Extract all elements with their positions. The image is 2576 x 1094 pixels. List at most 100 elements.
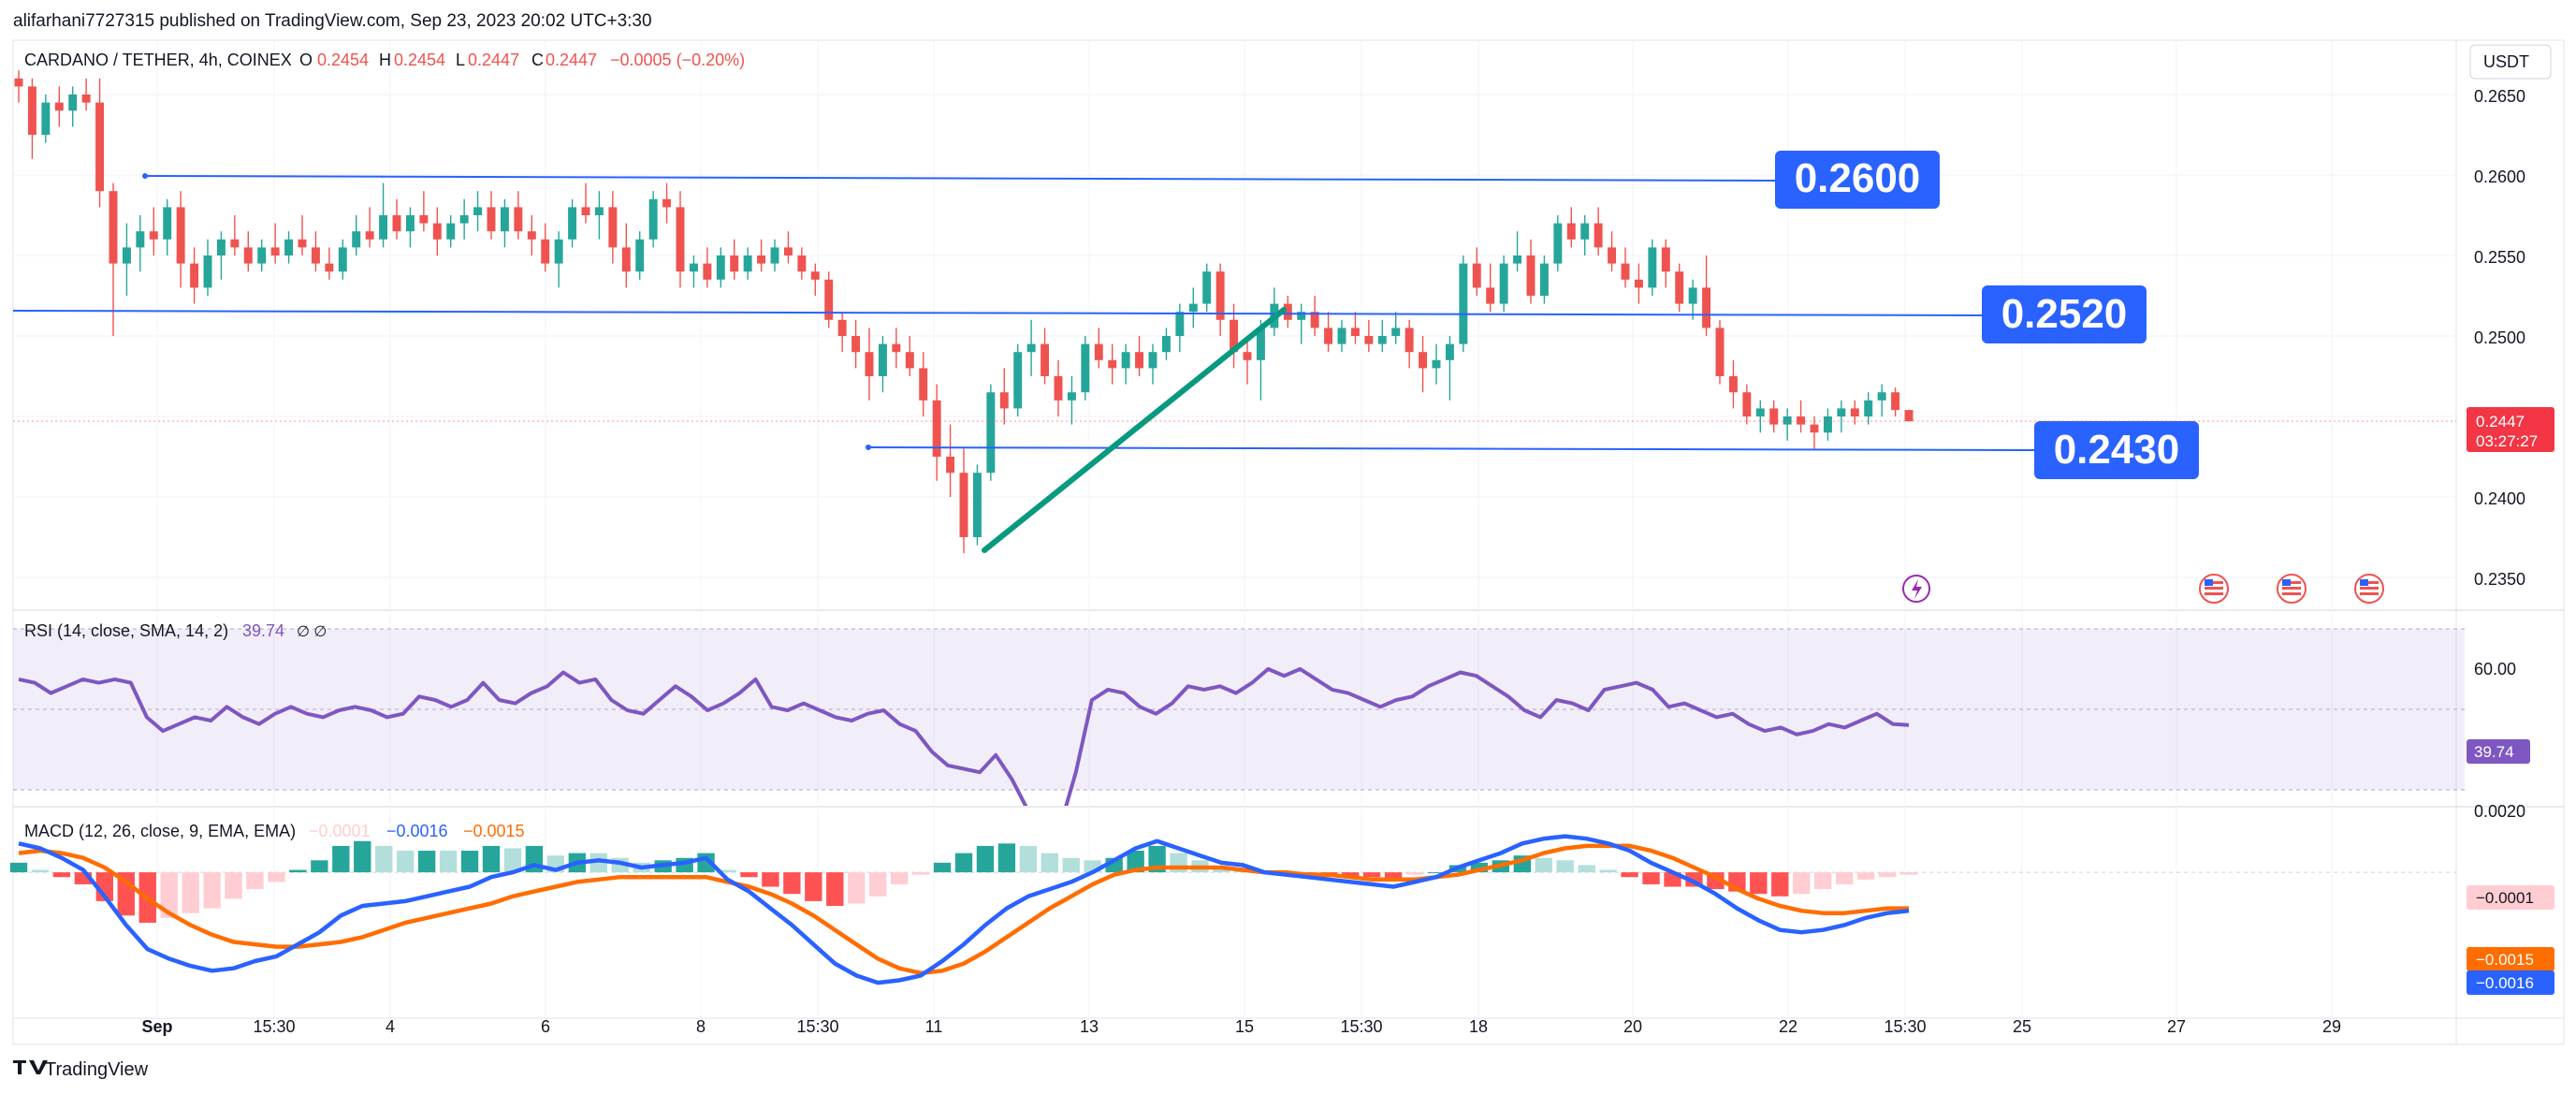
rsi-axis-tick: 60.00 <box>2474 660 2516 678</box>
macd-hist-bar <box>933 862 952 873</box>
level-line-0.2430[interactable] <box>867 446 2035 451</box>
tradingview-logo[interactable]: TradingView <box>13 1059 149 1080</box>
candle-body <box>783 247 793 255</box>
currency-button[interactable] <box>2469 44 2552 80</box>
level-line-0.2520[interactable] <box>12 310 1983 316</box>
price-axis[interactable]: 0.2650 0.2600 0.2550 0.2500 0.2400 0.235… <box>2474 87 2525 589</box>
level-badge-0.2600[interactable]: 0.2600 <box>1775 151 1940 209</box>
time-tick: 15:30 <box>1340 1017 1382 1036</box>
macd-hist-bar <box>31 869 50 873</box>
time-tick: 22 <box>1779 1017 1797 1036</box>
candle-body <box>594 207 604 215</box>
legend-change: −0.0005 (−0.20%) <box>610 51 745 69</box>
candle-body <box>1621 263 1630 280</box>
level-anchor[interactable] <box>142 173 148 179</box>
candle-body <box>1081 343 1090 393</box>
lightning-icon[interactable] <box>1902 575 1930 603</box>
macd-hist-bar <box>848 872 866 904</box>
legend-l-value: 0.2447 <box>468 51 519 69</box>
candle-body <box>1499 263 1508 304</box>
macd-hist-bar <box>268 872 285 882</box>
time-tick: 15:30 <box>253 1017 295 1036</box>
level-line-0.2600[interactable] <box>144 175 1777 182</box>
time-tick: 8 <box>696 1017 706 1036</box>
price-tick: 0.2600 <box>2474 168 2525 186</box>
rsi-band <box>13 629 2465 790</box>
time-tick: 27 <box>2167 1017 2186 1036</box>
candle-body <box>527 231 536 240</box>
macd-hist-bar <box>740 872 758 878</box>
time-axis[interactable]: Sep 15:30 4 6 8 15:30 11 13 15 15:30 18 … <box>141 1017 2341 1036</box>
time-tick: 4 <box>386 1017 395 1036</box>
macd-hist-bar <box>589 853 607 873</box>
macd-hist-bar <box>719 869 736 873</box>
macd-hist-bar <box>160 872 178 918</box>
candle-body <box>68 95 78 111</box>
candle-body <box>27 86 36 135</box>
candle-body <box>648 198 658 240</box>
horizontal-levels[interactable] <box>12 173 2035 451</box>
macd-hist-bar <box>354 840 371 873</box>
candle-body <box>230 239 240 248</box>
candle-body <box>1891 392 1900 411</box>
candle-body <box>487 207 496 232</box>
candle-body <box>1715 328 1725 376</box>
price-tick: 0.2550 <box>2474 248 2525 267</box>
macd-signal-tag <box>2467 947 2554 971</box>
candle-body <box>972 473 982 537</box>
candle-body <box>338 247 347 272</box>
candle-body <box>176 207 185 264</box>
candle-body <box>1769 408 1779 425</box>
candle-body <box>365 231 374 240</box>
level-anchor[interactable] <box>866 445 871 450</box>
candle-body <box>1135 352 1144 369</box>
macd-line-tag-value: −0.0016 <box>2476 974 2534 992</box>
candle-body <box>1526 255 1535 296</box>
candle-body <box>986 392 996 474</box>
macd-hist-bar <box>1470 862 1489 873</box>
macd-line-tag <box>2467 970 2554 995</box>
candle-body <box>500 207 509 232</box>
macd-plot <box>9 834 2456 985</box>
candle-body <box>1661 247 1670 272</box>
candle-body <box>1350 328 1360 336</box>
candle-body <box>1026 343 1036 353</box>
trend-line[interactable] <box>982 307 1287 553</box>
level-badge-0.2520[interactable]: 0.2520 <box>1982 285 2147 343</box>
candle-body <box>635 239 645 272</box>
candle-body <box>851 336 861 353</box>
us-flag-event-icon[interactable] <box>2199 574 2229 604</box>
candle-body <box>1634 279 1643 288</box>
rsi-flags: ∅ ∅ <box>297 624 327 640</box>
us-flag-event-icon[interactable] <box>2354 574 2384 604</box>
candle-body <box>1742 392 1752 416</box>
macd-signal-tag-value: −0.0015 <box>2476 951 2534 969</box>
macd-hist-bar <box>1384 872 1403 880</box>
candle-body <box>1850 408 1859 416</box>
candle-body <box>122 247 131 264</box>
candle-body <box>1161 336 1171 353</box>
level-badge-0.2430[interactable]: 0.2430 <box>2034 421 2199 479</box>
macd-hist-bar <box>439 851 458 873</box>
macd-hist-bar <box>1405 872 1424 875</box>
candle-body <box>1728 376 1738 393</box>
last-price-value: 0.2447 <box>2476 413 2525 430</box>
candle-body <box>1486 287 1495 304</box>
candle-body <box>1580 223 1590 240</box>
candle-body <box>905 352 914 369</box>
us-flag-event-icon[interactable] <box>2277 574 2307 604</box>
candle-body <box>1445 343 1454 360</box>
candle-body <box>554 239 563 264</box>
legend-h-label: H <box>379 51 391 69</box>
macd-legend-hist: −0.0001 <box>309 822 371 840</box>
time-tick: 13 <box>1080 1017 1099 1036</box>
candle-body <box>865 352 874 376</box>
candle-body <box>676 207 685 272</box>
macd-hist-bar <box>417 851 436 873</box>
candle-body <box>257 247 267 264</box>
macd-hist-bar <box>203 872 221 909</box>
candle-body <box>1256 328 1265 360</box>
candle-body <box>1419 352 1428 369</box>
candle-body <box>999 392 1009 409</box>
